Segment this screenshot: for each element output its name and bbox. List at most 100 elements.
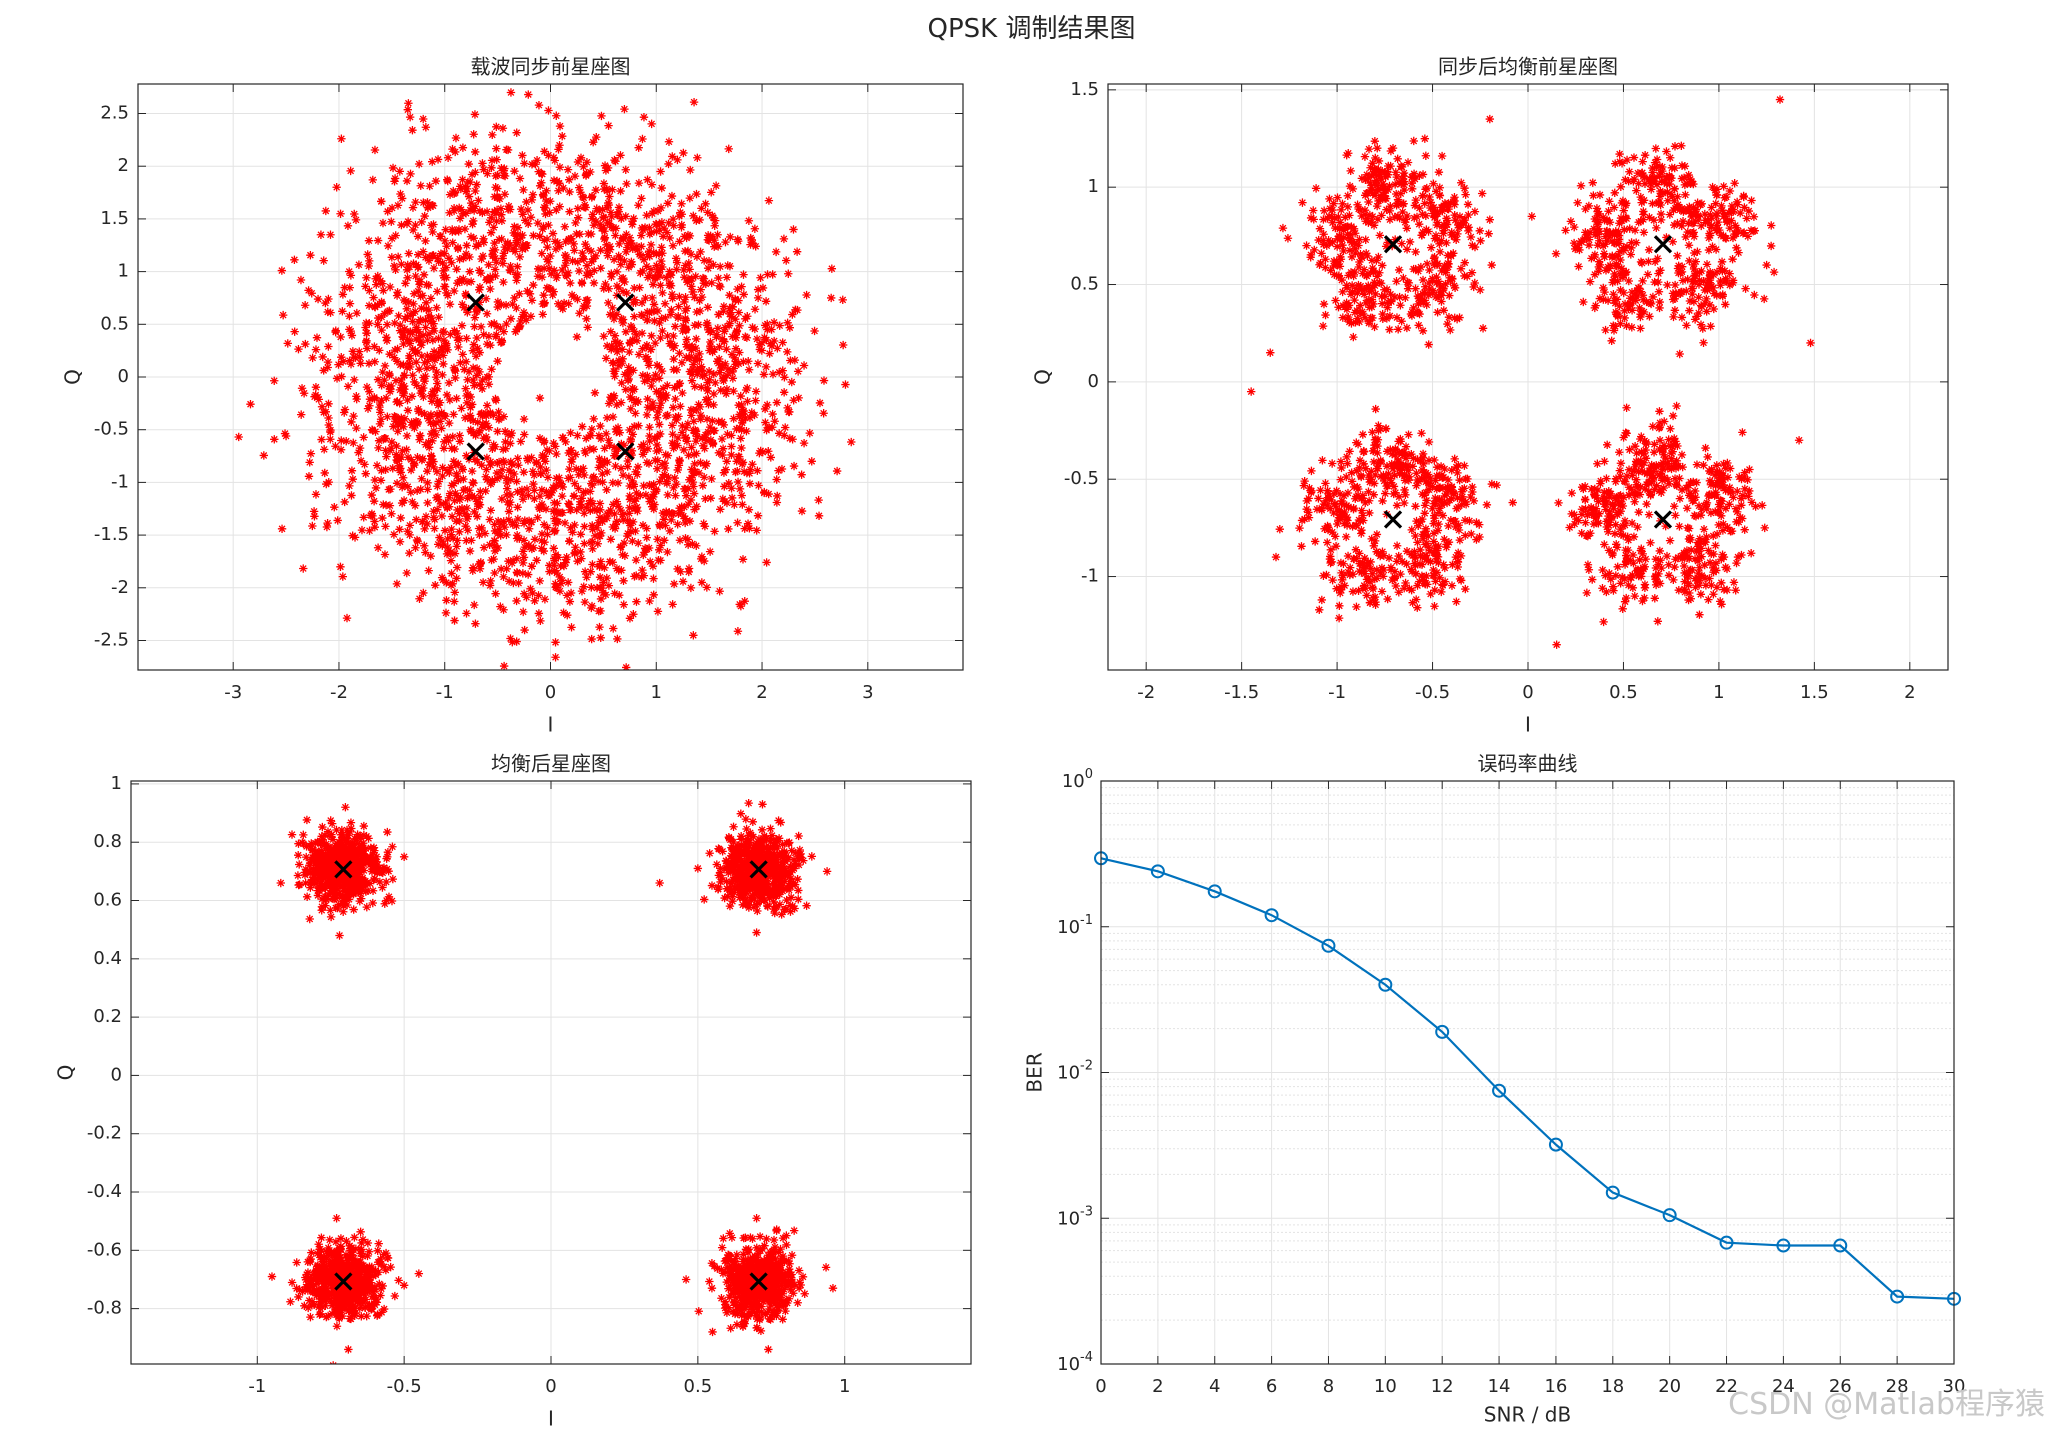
scatter-point (1341, 213, 1350, 222)
scatter-point (1371, 153, 1380, 163)
scatter-point (492, 258, 501, 267)
scatter-point (616, 254, 625, 264)
scatter-point (1637, 572, 1646, 581)
scatter-point (1432, 485, 1442, 494)
scatter-point (340, 405, 350, 414)
scatter-point (403, 217, 413, 226)
scatter-point (1482, 500, 1492, 510)
scatter-point (515, 252, 525, 262)
scatter-point (479, 165, 488, 174)
scatter-point (623, 529, 633, 538)
scatter-point (340, 408, 349, 417)
scatter-point (323, 518, 332, 528)
scatter-point (1603, 262, 1613, 272)
scatter-point (643, 375, 652, 384)
scatter-point (1617, 264, 1626, 273)
scatter-point (330, 502, 339, 512)
scatter-point (581, 203, 590, 212)
scatter-point (644, 361, 654, 370)
scatter-point (400, 324, 409, 334)
scatter-point (1657, 177, 1666, 186)
scatter-point (409, 299, 418, 309)
scatter-point (381, 434, 390, 443)
scatter-point (1431, 292, 1441, 302)
scatter-point (709, 400, 718, 410)
scatter-point (1696, 200, 1705, 210)
scatter-point (311, 382, 321, 392)
scatter-point (512, 240, 521, 249)
scatter-point (587, 634, 596, 644)
scatter-point (1708, 242, 1717, 251)
scatter-point (1624, 304, 1633, 314)
scatter-point (1465, 516, 1474, 526)
scatter-point (1696, 320, 1706, 329)
scatter-point (1354, 262, 1364, 272)
scatter-point (1350, 267, 1359, 277)
scatter-point (662, 507, 671, 516)
scatter-point (510, 293, 519, 303)
scatter-point (1457, 178, 1466, 187)
scatter-point (592, 506, 602, 515)
scatter-point (429, 324, 438, 333)
scatter-point (748, 323, 757, 332)
scatter-point (519, 308, 529, 317)
scatter-point (652, 413, 662, 422)
scatter-point (604, 399, 614, 408)
scatter-point (1741, 284, 1750, 293)
scatter-point (487, 213, 496, 222)
scatter-point (422, 363, 432, 373)
scatter-point (1331, 501, 1340, 511)
scatter-point (420, 358, 429, 367)
scatter-point (458, 350, 467, 359)
scatter-point (727, 350, 737, 359)
scatter-point (1627, 287, 1637, 297)
scatter-point (1678, 262, 1687, 271)
scatter-point (602, 246, 612, 256)
scatter-point (565, 464, 574, 474)
scatter-point (1322, 241, 1331, 250)
scatter-point (442, 578, 451, 587)
scatter-point (1734, 226, 1743, 236)
scatter-point (500, 190, 510, 199)
scatter-point (579, 582, 588, 591)
scatter-point (639, 440, 648, 449)
scatter-point (352, 423, 361, 433)
scatter-point (301, 339, 310, 349)
scatter-point (386, 385, 395, 394)
scatter-point (355, 347, 364, 356)
scatter-point (362, 344, 372, 353)
scatter-point (1392, 172, 1401, 182)
scatter-point (672, 258, 682, 267)
scatter-point (395, 525, 404, 534)
scatter-point (1656, 209, 1666, 219)
scatter-point (1365, 287, 1374, 296)
scatter-point (1439, 473, 1448, 482)
scatter-point (489, 223, 499, 232)
scatter-point (1586, 503, 1596, 512)
scatter-point (603, 163, 613, 173)
scatter-point (1363, 269, 1373, 279)
scatter-point (587, 603, 596, 613)
scatter-point (1624, 465, 1634, 474)
scatter-point (1381, 424, 1391, 433)
scatter-point (658, 262, 667, 272)
scatter-point (752, 334, 762, 344)
scatter-point (719, 302, 729, 311)
scatter-point (365, 387, 374, 396)
scatter-point (567, 454, 577, 464)
scatter-point (449, 457, 458, 466)
scatter-point (1616, 213, 1626, 223)
scatter-point (661, 411, 671, 421)
scatter-point (1443, 251, 1452, 260)
scatter-point (1641, 554, 1650, 564)
scatter-point (1367, 534, 1376, 544)
scatter-point (673, 155, 682, 165)
scatter-point (605, 192, 614, 201)
scatter-point (1684, 595, 1693, 605)
scatter-point (706, 337, 715, 347)
scatter-point (1376, 170, 1385, 179)
scatter-point (1375, 268, 1384, 277)
scatter-point (1439, 226, 1448, 235)
scatter-point (434, 313, 443, 322)
scatter-point (433, 384, 442, 394)
